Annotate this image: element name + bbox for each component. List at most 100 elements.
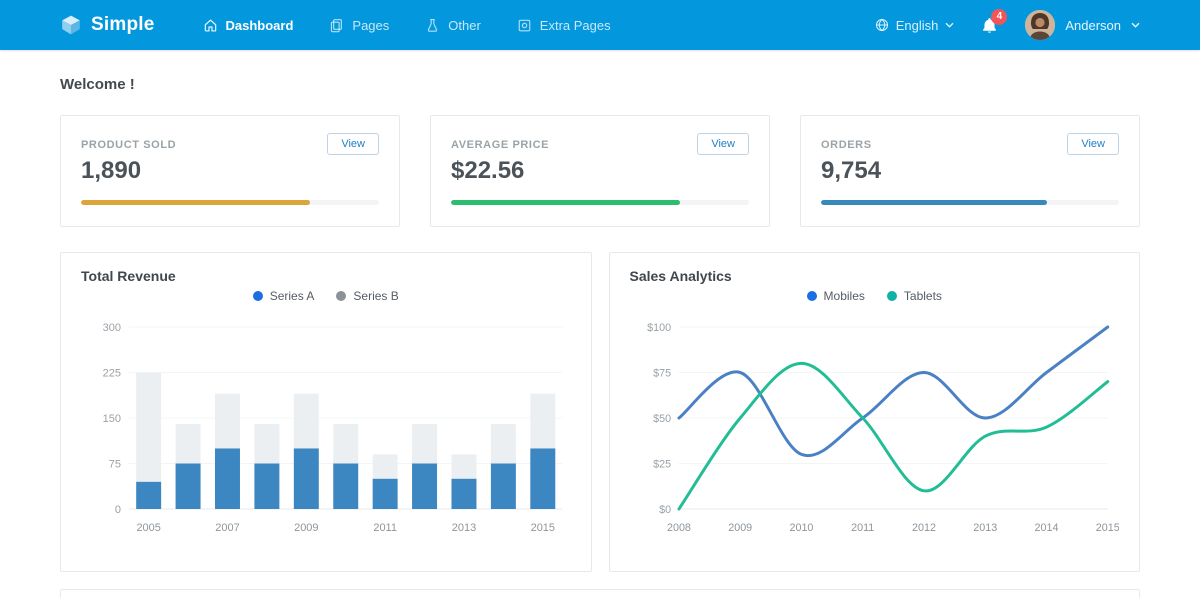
flask-icon (425, 18, 440, 33)
language-dropdown[interactable]: English (875, 18, 955, 33)
user-name: Anderson (1065, 17, 1121, 33)
chart-legend: Series A Series B (81, 289, 571, 303)
legend-item[interactable]: Series B (336, 289, 399, 303)
stat-value: $22.56 (451, 157, 525, 184)
stat-value: 9,754 (821, 157, 882, 184)
svg-text:2015: 2015 (1095, 522, 1119, 534)
svg-text:2013: 2013 (452, 522, 476, 534)
sales-chart-card: Sales Analytics Mobiles Tablets $0 $25 $50 $… (608, 252, 1140, 572)
view-button[interactable]: View (697, 133, 749, 155)
bar-segment (175, 463, 201, 509)
legend-item[interactable]: Tablets (886, 289, 942, 303)
nav-item-pages[interactable]: Pages (329, 18, 389, 33)
line-series (676, 361, 1109, 511)
legend-dot (252, 291, 263, 301)
progress-track (451, 200, 749, 205)
legend-label: Mobiles (823, 289, 865, 303)
legend-item[interactable]: Series A (252, 289, 315, 303)
globe-icon (875, 18, 889, 32)
nav-label: Other (448, 17, 481, 33)
revenue-bar-chart: 0 75 150 225 300 2005 2007 2009 2011 2013 2015 (103, 322, 563, 534)
chart-title: Total Revenue (81, 268, 176, 284)
bar-segment (530, 393, 556, 449)
bar-segment (214, 448, 240, 509)
bar-segment (254, 463, 280, 509)
progress-fill (821, 200, 1048, 205)
user-menu[interactable]: Anderson (1025, 10, 1140, 40)
stat-value: 1,890 (81, 157, 142, 184)
svg-text:$0: $0 (659, 504, 671, 516)
bar-segment (372, 478, 398, 509)
stats-row: PRODUCT SOLD View 1,890 AVERAGE PRICE Vi… (60, 115, 1140, 227)
legend-label: Series B (353, 289, 399, 303)
notification-badge: 4 (991, 8, 1008, 25)
language-label: English (895, 17, 939, 33)
bar-segment (333, 424, 359, 464)
legend-dot (886, 291, 897, 301)
legend-label: Series A (269, 289, 315, 303)
legend-item[interactable]: Mobiles (806, 289, 865, 303)
progress-track (821, 200, 1119, 205)
stat-card: AVERAGE PRICE View $22.56 (430, 115, 770, 227)
user-avatar (1025, 10, 1056, 40)
svg-text:150: 150 (103, 413, 121, 425)
svg-text:$25: $25 (653, 458, 671, 470)
svg-text:2010: 2010 (789, 522, 813, 534)
chart-legend: Mobiles Tablets (630, 289, 1120, 303)
bar-segment (451, 478, 477, 509)
pages-icon (329, 18, 344, 33)
bar-segment (490, 424, 516, 464)
top-navbar: Simple Dashboard Pages (0, 0, 1200, 50)
chart-title: Sales Analytics (629, 268, 732, 284)
svg-text:$100: $100 (647, 322, 671, 334)
page-title: Welcome ! (60, 76, 135, 93)
view-button[interactable]: View (1067, 133, 1119, 155)
bar-segment (412, 463, 438, 509)
nav-item-other[interactable]: Other (425, 18, 481, 33)
bar-segment (451, 454, 477, 479)
stat-card: PRODUCT SOLD View 1,890 (60, 115, 400, 227)
legend-label: Tablets (903, 289, 942, 303)
bar-segment (333, 463, 359, 509)
main-nav: Dashboard Pages Other (203, 18, 875, 33)
nav-item-extra-pages[interactable]: Extra Pages (517, 18, 611, 33)
nav-label: Dashboard (225, 17, 294, 33)
line-series (676, 325, 1109, 458)
bar-segment (136, 372, 162, 482)
extra-pages-icon (517, 18, 532, 33)
view-button[interactable]: View (327, 133, 379, 155)
notifications-button[interactable]: 4 (980, 8, 1008, 35)
svg-text:0: 0 (115, 504, 121, 516)
stat-label: AVERAGE PRICE (451, 139, 550, 151)
svg-text:2008: 2008 (666, 522, 690, 534)
svg-text:$75: $75 (653, 367, 671, 379)
bar-segment (214, 393, 240, 449)
charts-row: Total Revenue Series A Series B 0 75 150 225… (60, 252, 1140, 572)
svg-text:300: 300 (103, 322, 121, 334)
svg-text:2005: 2005 (136, 522, 160, 534)
revenue-chart-card: Total Revenue Series A Series B 0 75 150 225… (60, 252, 592, 572)
nav-label: Extra Pages (539, 17, 611, 33)
sales-line-chart: $0 $25 $50 $75 $100 2008 2009 2010 2011 2012 2013 2… (647, 322, 1119, 534)
stat-label: PRODUCT SOLD (81, 139, 177, 151)
chevron-down-icon (945, 22, 954, 28)
nav-item-dashboard[interactable]: Dashboard (203, 17, 294, 33)
bar-segment (490, 463, 516, 509)
brand-name: Simple (91, 14, 155, 35)
svg-text:2007: 2007 (215, 522, 239, 534)
svg-text:2011: 2011 (851, 522, 874, 534)
svg-text:225: 225 (103, 367, 121, 379)
bar-segment (175, 424, 201, 464)
cube-logo-icon (60, 14, 82, 36)
main-content: Welcome ! PRODUCT SOLD View 1,890 AVERAG… (0, 76, 1200, 598)
brand[interactable]: Simple (60, 14, 155, 36)
svg-text:75: 75 (109, 458, 121, 470)
progress-fill (451, 200, 681, 205)
svg-text:2013: 2013 (973, 522, 997, 534)
bar-segment (136, 481, 162, 509)
svg-text:2009: 2009 (294, 522, 318, 534)
bar-segment (372, 454, 398, 479)
svg-text:2011: 2011 (373, 522, 397, 534)
home-icon (203, 18, 218, 33)
nav-label: Pages (352, 17, 390, 33)
